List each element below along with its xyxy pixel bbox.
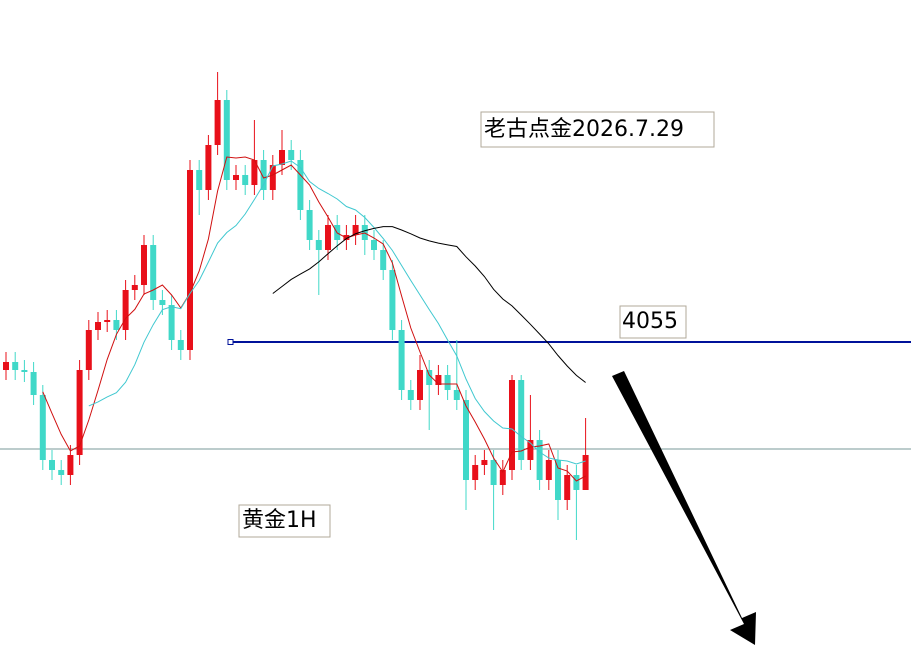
candle-body — [177, 340, 184, 350]
candle-body — [85, 330, 92, 370]
candle-body — [325, 225, 331, 250]
candle-body — [196, 170, 203, 190]
candle-body — [527, 440, 534, 460]
candle-body — [545, 460, 552, 480]
candle-body — [260, 160, 267, 190]
candle-body — [582, 455, 589, 490]
candle-body — [453, 390, 460, 400]
candle-body — [21, 370, 28, 372]
candle-body — [113, 320, 120, 330]
candle-body — [352, 225, 359, 235]
candle-body — [288, 150, 295, 160]
candle-body — [499, 470, 506, 485]
candle-body — [536, 440, 543, 480]
candle-body — [58, 470, 65, 475]
candle-body — [444, 375, 451, 390]
candle-body — [426, 370, 433, 385]
candle-body — [251, 160, 258, 185]
chart-title: 老古点金2026.7.29 — [484, 117, 684, 142]
candle-body — [30, 372, 37, 395]
moving-average — [42, 156, 586, 482]
candle-body — [435, 375, 442, 385]
candle-body — [49, 460, 55, 470]
candle-body — [131, 285, 138, 290]
candle-body — [39, 395, 46, 460]
candle-body — [472, 465, 479, 480]
level-label: 4055 — [622, 309, 678, 334]
candle-body — [187, 170, 193, 350]
arrow — [612, 371, 756, 645]
candle-body — [564, 475, 571, 500]
candle-body — [223, 100, 230, 180]
moving-average — [88, 160, 586, 465]
candle-body — [233, 175, 239, 180]
candle-body — [279, 150, 285, 165]
candle-body — [389, 270, 396, 330]
candle-body — [371, 240, 377, 250]
candle-body — [509, 380, 515, 470]
candle-body — [490, 460, 497, 485]
candle-body — [150, 245, 157, 300]
candle-body — [122, 290, 129, 330]
candle-body — [95, 322, 101, 330]
candle-body — [242, 175, 249, 185]
candle-body — [297, 160, 304, 210]
level-handle — [227, 339, 234, 345]
candle-body — [518, 380, 525, 460]
candle-body — [417, 370, 423, 400]
candle-body — [407, 390, 414, 400]
annotation-box — [238, 504, 331, 538]
candle-body — [205, 145, 212, 190]
candle-body — [315, 240, 322, 250]
candle-body — [141, 245, 147, 285]
candle-body — [159, 300, 166, 305]
candle-body — [3, 362, 9, 370]
candle-body — [76, 370, 83, 455]
candle-body — [104, 320, 111, 322]
candle-body — [463, 400, 469, 480]
candle-body — [481, 460, 488, 465]
candle-body — [269, 165, 276, 190]
annotation: 黄金1H — [242, 508, 317, 533]
moving-average — [272, 226, 586, 383]
level-box — [619, 305, 687, 339]
candle-body — [214, 100, 221, 145]
candle-body — [306, 210, 313, 240]
candle-body — [555, 460, 561, 500]
candle-body — [168, 305, 175, 340]
candle-body — [67, 455, 74, 475]
title-box — [480, 111, 715, 148]
candle-body — [573, 475, 580, 490]
candle-body — [380, 250, 387, 270]
candle-body — [398, 330, 405, 390]
candle-body — [12, 362, 19, 370]
